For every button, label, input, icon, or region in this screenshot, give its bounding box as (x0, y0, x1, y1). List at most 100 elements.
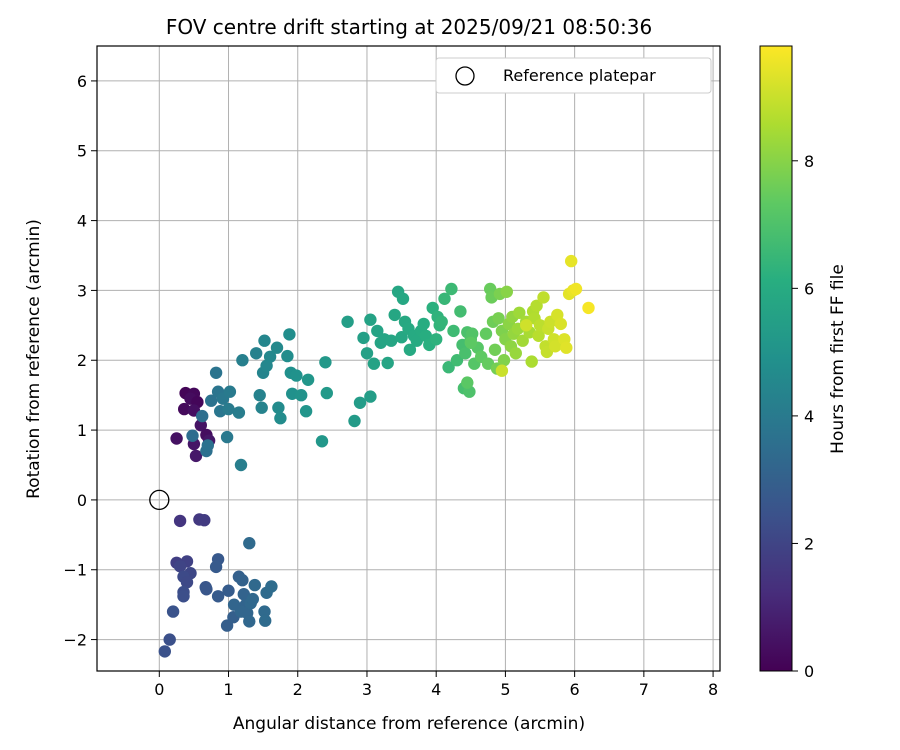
data-point (248, 578, 261, 592)
data-point (348, 414, 361, 428)
colorbar-tick-label: 0 (804, 662, 814, 681)
data-point (488, 343, 502, 356)
data-point (243, 537, 256, 550)
x-axis-ticks: 0 1 2 3 4 5 6 7 8 (154, 671, 718, 699)
scatter-points (158, 254, 595, 658)
x-tick-label: 8 (708, 680, 718, 699)
data-point (283, 328, 296, 341)
data-point (430, 333, 443, 346)
data-point (371, 324, 384, 338)
colorbar-gradient (759, 45, 793, 672)
data-point (272, 401, 285, 414)
data-point (582, 301, 595, 315)
data-point (270, 341, 284, 354)
data-point (158, 645, 171, 658)
data-point (516, 334, 529, 347)
data-point (265, 580, 278, 593)
plot-frame (96, 45, 721, 672)
data-point (227, 598, 241, 611)
data-point (520, 319, 533, 332)
y-axis-label: Rotation from reference (arcmin) (24, 219, 44, 499)
data-point (236, 574, 249, 587)
x-axis-label: Angular distance from reference (arcmin) (233, 714, 585, 734)
colorbar: 0 2 4 6 8 Hours from first FF file (759, 45, 848, 681)
colorbar-tick-label: 4 (804, 407, 814, 426)
data-point (466, 327, 479, 340)
data-point (173, 514, 187, 528)
grid (97, 46, 720, 671)
data-point (234, 458, 248, 472)
data-point (170, 432, 183, 445)
data-point (281, 349, 294, 363)
data-point (461, 376, 474, 389)
data-point (341, 315, 354, 328)
data-point (222, 402, 235, 416)
data-point (459, 347, 472, 360)
data-point (250, 347, 263, 360)
legend-box (435, 57, 712, 94)
y-tick-label: 4 (77, 212, 87, 231)
y-tick-label: 2 (77, 351, 87, 370)
data-point (180, 576, 194, 589)
x-tick-label: 0 (154, 680, 164, 699)
y-tick-label: 6 (77, 72, 87, 91)
data-point (196, 409, 209, 423)
y-axis-ticks: −2 −1 0 1 2 3 4 5 6 (63, 72, 97, 650)
data-point (565, 254, 578, 268)
colorbar-tick-label: 2 (804, 534, 814, 553)
data-point (403, 343, 417, 356)
data-point (236, 354, 249, 367)
data-point (450, 354, 464, 367)
data-point (492, 312, 505, 325)
data-point (209, 560, 223, 574)
data-point (513, 306, 526, 319)
x-tick-label: 3 (362, 680, 372, 699)
data-point (200, 583, 213, 596)
data-point (447, 324, 460, 338)
data-point (500, 285, 513, 298)
data-point (357, 331, 370, 345)
data-point (258, 334, 271, 347)
data-point (315, 435, 329, 448)
colorbar-tick-label: 6 (804, 279, 814, 298)
data-point (532, 329, 545, 342)
data-point (537, 291, 550, 304)
x-tick-label: 5 (500, 680, 510, 699)
y-tick-label: 1 (77, 421, 87, 440)
data-point (367, 357, 381, 370)
chart-title: FOV centre drift starting at 2025/09/21 … (166, 15, 652, 39)
data-point (569, 282, 583, 296)
x-tick-label: 6 (570, 680, 580, 699)
legend-marker-reference (455, 66, 475, 86)
y-tick-label: 5 (77, 142, 87, 161)
data-point (189, 449, 203, 463)
data-point (198, 514, 211, 527)
data-point (178, 402, 191, 416)
data-point (364, 390, 377, 403)
data-point (223, 385, 237, 398)
data-point (209, 366, 223, 379)
legend: Reference platepar (435, 57, 712, 94)
data-point (173, 560, 187, 573)
data-point (274, 412, 287, 425)
data-point (166, 605, 180, 618)
data-point (560, 341, 573, 354)
data-point (445, 282, 458, 296)
data-point (435, 315, 448, 328)
data-point (295, 389, 308, 402)
reference-marker (149, 489, 170, 511)
x-tick-label: 7 (639, 680, 649, 699)
data-point (253, 389, 266, 402)
data-point (201, 439, 214, 452)
data-point (495, 364, 509, 377)
data-point (353, 396, 367, 409)
data-point (255, 401, 268, 414)
data-point (442, 361, 455, 374)
data-point (525, 355, 538, 368)
data-point (530, 299, 543, 312)
data-point (220, 430, 234, 444)
data-point (479, 327, 493, 340)
data-point (509, 347, 522, 360)
data-point (395, 331, 408, 344)
